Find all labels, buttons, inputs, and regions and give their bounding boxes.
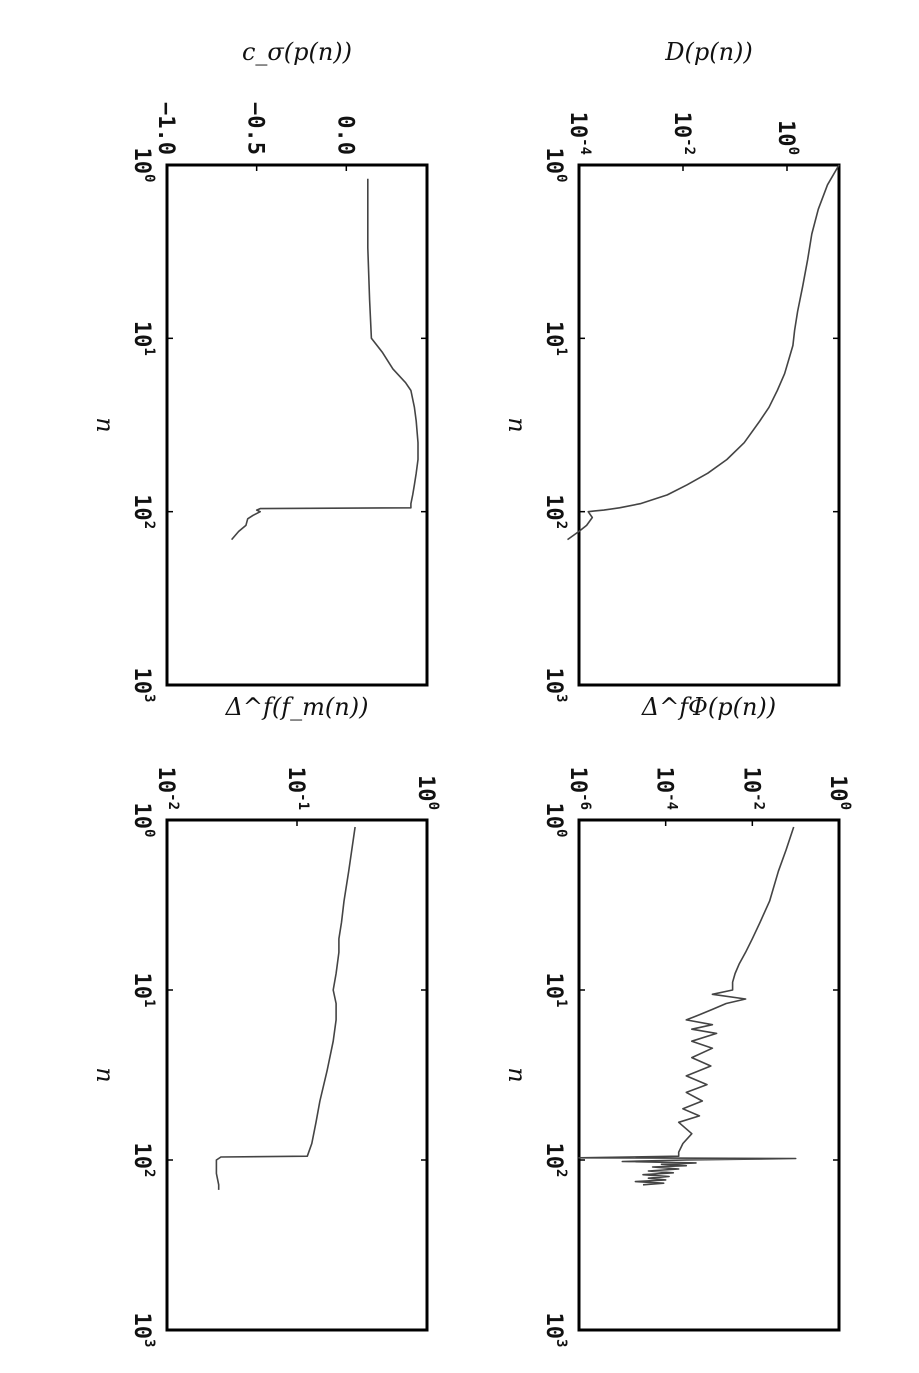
x-tick-label: 100: [129, 148, 157, 183]
y-axis-label: c_σ(p(n)): [242, 38, 352, 66]
y-tick-label: −1.0: [153, 102, 178, 155]
series-line-0: [567, 164, 840, 541]
x-tick-label: 101: [129, 321, 157, 356]
x-tick-label: 100: [541, 148, 569, 183]
y-tick-label: 10-2: [153, 767, 181, 810]
x-tick-label: 100: [129, 803, 157, 838]
x-axis-label: n: [503, 417, 531, 432]
y-tick-label: 100: [413, 775, 441, 810]
y-tick-label: 10-2: [669, 112, 697, 155]
y-tick-label: 10-6: [565, 767, 593, 810]
x-tick-label: 102: [541, 1143, 569, 1178]
x-tick-label: 102: [541, 494, 569, 529]
x-tick-label: 102: [129, 1143, 157, 1178]
x-tick-label: 103: [129, 1313, 157, 1348]
y-tick-label: 100: [773, 120, 801, 155]
x-tick-label: 103: [541, 1313, 569, 1348]
x-tick-label: 100: [541, 803, 569, 838]
chart-panel-bottom-left: 100 101 102 103 0.0 −0.5 −1.0 n c_σ(p(n)): [91, 38, 429, 703]
rotated-plot-group: 10010110210310010-210-4nD(p(n))100101102…: [91, 38, 853, 1347]
plot-frame: [577, 818, 841, 1332]
chart-panel-top-right: 100 101 102 103 100 10-2 10-4 10-6 n Δ^fΦ(p(n)): [503, 693, 853, 1347]
y-tick-label: 10-1: [283, 767, 311, 810]
y-tick-label: 0.0: [332, 115, 357, 155]
y-axis-label: Δ^f(f_m(n)): [225, 693, 369, 721]
x-tick-label: 103: [541, 668, 569, 703]
plot-frame: [165, 818, 429, 1332]
y-axis-label: D(p(n)): [664, 38, 753, 66]
x-tick-label: 101: [129, 973, 157, 1008]
series-line-0: [578, 826, 797, 1186]
x-tick-label: 103: [129, 668, 157, 703]
series-line-0: [215, 826, 356, 1190]
y-tick-label: 10-4: [565, 112, 593, 155]
x-tick-label: 102: [129, 494, 157, 529]
y-tick-label: 100: [825, 775, 853, 810]
series-line-0: [230, 178, 419, 541]
y-tick-label: 10-4: [652, 767, 680, 810]
plot-frame: [165, 163, 429, 687]
x-axis-label: n: [503, 1067, 531, 1082]
x-tick-label: 101: [541, 973, 569, 1008]
x-tick-label: 101: [541, 321, 569, 356]
x-axis-label: n: [91, 417, 119, 432]
y-tick-label: −0.5: [243, 102, 268, 155]
y-axis-label: Δ^fΦ(p(n)): [641, 693, 776, 721]
y-tick-label: 10-2: [738, 767, 766, 810]
plot-frame: [577, 163, 841, 687]
x-axis-label: n: [91, 1067, 119, 1082]
chart-panel-bottom-right: 100 101 102 103 100 10-1 10-2 n Δ^f(f_m(n)): [91, 693, 441, 1347]
chart-panel-top-left: 100 101 102 103 100 10-2 10-4 n D(p(n)): [503, 38, 841, 703]
